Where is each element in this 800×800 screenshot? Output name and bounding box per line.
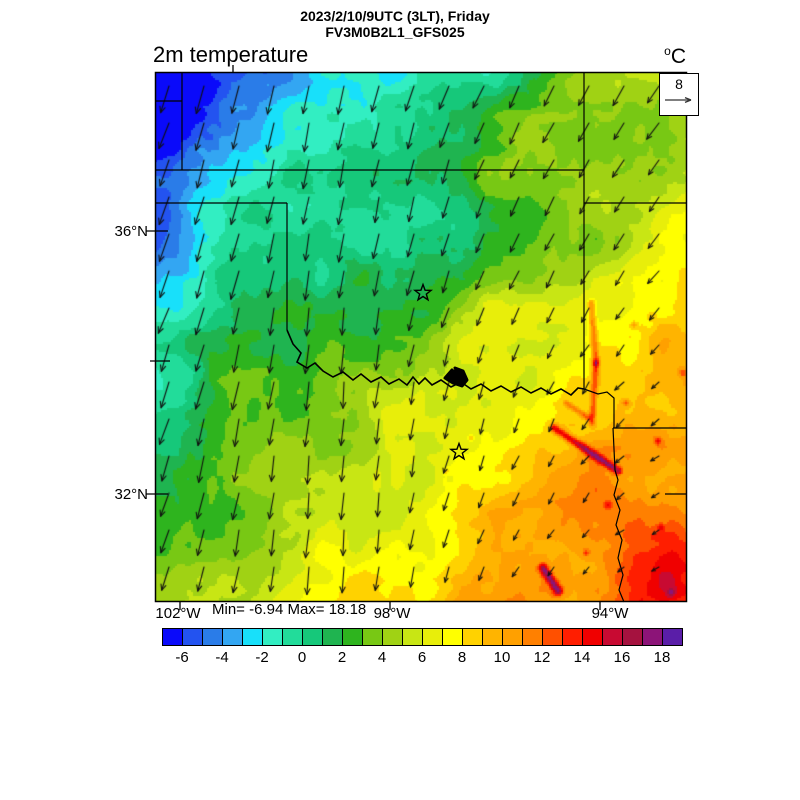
colorbar-cell xyxy=(402,628,423,646)
colorbar-cell xyxy=(322,628,343,646)
colorbar-tick-label: 6 xyxy=(417,649,427,666)
colorbar-tick-label: 12 xyxy=(533,649,551,666)
units-degree-symbol: o xyxy=(664,44,671,58)
colorbar-cell xyxy=(442,628,463,646)
colorbar-cell xyxy=(182,628,203,646)
colorbar-cell xyxy=(282,628,303,646)
city-star-south xyxy=(448,441,470,461)
colorbar-tick-label: 14 xyxy=(573,649,591,666)
colorbar-cell xyxy=(602,628,623,646)
lon-label-102w: 102°W xyxy=(155,605,201,622)
colorbar-cell xyxy=(642,628,663,646)
wind-reference-arrow-icon xyxy=(665,96,692,104)
colorbar-cell xyxy=(542,628,563,646)
colorbar-cell xyxy=(162,628,183,646)
colorbar-tick-label: 0 xyxy=(297,649,307,666)
colorbar-tick-label: 4 xyxy=(377,649,387,666)
colorbar-cell xyxy=(242,628,263,646)
colorbar-tick-label: 8 xyxy=(457,649,467,666)
colorbar-tick-label: 10 xyxy=(493,649,511,666)
lat-label-36n: 36°N xyxy=(114,223,148,240)
field-title: 2m temperature xyxy=(153,42,309,67)
colorbar-cell xyxy=(302,628,323,646)
run-title: 2023/2/10/9UTC (3LT), Friday xyxy=(300,8,490,24)
colorbar-cell xyxy=(202,628,223,646)
map-overlay xyxy=(146,65,688,610)
lat-label-32n: 32°N xyxy=(114,486,148,503)
minmax-readout: Min= -6.94 Max= 18.18 xyxy=(212,601,367,618)
colorbar-cell xyxy=(382,628,403,646)
red-river-border xyxy=(286,329,585,397)
title-block: 2023/2/10/9UTC (3LT), Friday FV3M0B2L1_G… xyxy=(155,8,635,40)
colorbar-tick-label: -6 xyxy=(175,649,189,666)
wind-reference-value: 8 xyxy=(675,76,683,92)
colorbar-cell xyxy=(502,628,523,646)
axis-ticks xyxy=(146,65,601,610)
colorbar-cell xyxy=(422,628,443,646)
colorbar-cell xyxy=(622,628,643,646)
colorbar-tick-label: 18 xyxy=(653,649,671,666)
colorbar xyxy=(162,628,683,646)
state-borders xyxy=(155,72,687,603)
colorbar-cell xyxy=(462,628,483,646)
city-star-north xyxy=(412,282,434,302)
wind-reference-box: 8 xyxy=(659,73,699,116)
map-frame xyxy=(154,71,688,603)
temperature-field-canvas xyxy=(155,72,687,602)
colorbar-cell xyxy=(342,628,363,646)
colorbar-cell xyxy=(582,628,603,646)
lake-blob xyxy=(443,366,469,388)
lon-label-98w: 98°W xyxy=(373,605,411,622)
model-title: FV3M0B2L1_GFS025 xyxy=(325,24,465,40)
units-label: oC xyxy=(630,44,686,69)
colorbar-tick-label: 2 xyxy=(337,649,347,666)
colorbar-cell xyxy=(562,628,583,646)
colorbar-cell xyxy=(662,628,683,646)
colorbar-tick-label: -4 xyxy=(215,649,229,666)
colorbar-cell xyxy=(482,628,503,646)
lon-label-94w: 94°W xyxy=(591,605,629,622)
colorbar-cell xyxy=(522,628,543,646)
colorbar-tick-label: -2 xyxy=(255,649,269,666)
units-letter: C xyxy=(670,45,686,68)
colorbar-cell xyxy=(222,628,243,646)
colorbar-tick-label: 16 xyxy=(613,649,631,666)
colorbar-cell xyxy=(362,628,383,646)
colorbar-cell xyxy=(262,628,283,646)
